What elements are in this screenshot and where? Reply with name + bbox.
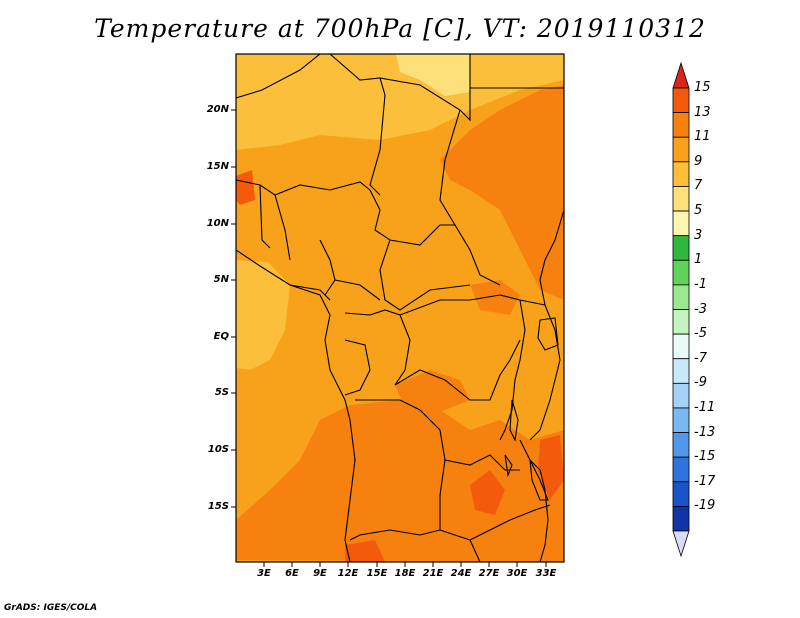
credit-text: GrADS: IGES/COLA xyxy=(4,603,98,613)
country-borders xyxy=(236,54,564,562)
colorbar-cell xyxy=(672,186,690,212)
colorbar-cell xyxy=(672,456,690,483)
lon-label-15e: 15E xyxy=(366,568,388,579)
colorbar-label: 3 xyxy=(694,227,703,243)
lat-label-10n: 10N xyxy=(206,218,229,229)
axis-ticks xyxy=(231,109,547,567)
colorbar-cell xyxy=(672,432,690,458)
colorbar-label: -5 xyxy=(694,326,707,342)
temp-fill-11-13-patch xyxy=(470,280,520,315)
colorbar-cell xyxy=(672,358,690,384)
lon-label-21e: 21E xyxy=(422,568,444,579)
colorbar-label: 7 xyxy=(694,178,703,194)
temp-fill-13-15-c xyxy=(345,540,385,562)
lon-label-3e: 3E xyxy=(257,568,271,579)
colorbar-cell xyxy=(672,235,690,261)
lon-label-24e: 24E xyxy=(450,568,472,579)
colorbar-label: -1 xyxy=(694,276,707,292)
map-frame xyxy=(235,53,565,563)
colorbar-label: -3 xyxy=(694,301,707,317)
page-title: Temperature at 700hPa [C], VT: 201911031… xyxy=(94,14,706,43)
colorbar-label: 5 xyxy=(694,203,703,219)
colorbar-label: -17 xyxy=(694,473,716,489)
colorbar-label: -15 xyxy=(694,449,716,465)
lat-label-10s: 10S xyxy=(207,444,229,455)
temp-fill-11-13-east xyxy=(440,85,564,300)
lat-label-5n: 5N xyxy=(213,274,229,285)
temp-fill-11-13-south xyxy=(236,400,564,562)
colorbar-cell xyxy=(672,161,690,187)
colorbar-cell xyxy=(672,505,690,532)
colorbar-label: 11 xyxy=(694,129,711,145)
lat-label-eq: EQ xyxy=(213,331,229,342)
lat-label-20n: 20N xyxy=(206,104,229,115)
colorbar-label: -11 xyxy=(694,399,716,415)
temp-fill-5-7-sahara xyxy=(396,54,470,96)
colorbar-label: -13 xyxy=(694,424,716,440)
lon-label-6e: 6E xyxy=(285,568,299,579)
lon-label-33e: 33E xyxy=(535,568,557,579)
colorbar-label: 1 xyxy=(694,252,703,268)
colorbar-label: -9 xyxy=(694,375,707,391)
colorbar-cell xyxy=(672,259,690,286)
lon-label-27e: 27E xyxy=(478,568,500,579)
colorbar-cell xyxy=(672,333,690,360)
temp-fill-11-13-central xyxy=(395,370,470,412)
colorbar xyxy=(672,61,690,558)
colorbar-cell xyxy=(672,481,690,507)
temp-fill-13-15-a xyxy=(470,470,505,515)
lon-label-18e: 18E xyxy=(394,568,416,579)
temperature-field xyxy=(236,54,564,562)
colorbar-cell xyxy=(672,407,690,433)
lat-label-15s: 15S xyxy=(207,501,229,512)
colorbar-label: -7 xyxy=(694,350,707,366)
colorbar-label: 13 xyxy=(694,104,711,120)
lat-label-5s: 5S xyxy=(214,387,229,398)
temp-fill-7-9-north xyxy=(236,54,564,150)
colorbar-cell xyxy=(672,309,690,335)
colorbar-cell xyxy=(672,112,690,138)
lon-label-12e: 12E xyxy=(337,568,359,579)
lon-label-9e: 9E xyxy=(313,568,327,579)
colorbar-cell xyxy=(672,284,690,310)
colorbar-label: -19 xyxy=(694,498,716,514)
colorbar-bottom-arrow xyxy=(672,530,690,558)
colorbar-cell xyxy=(672,382,690,409)
temp-fill-13-15-d xyxy=(236,170,255,205)
colorbar-label: 15 xyxy=(694,80,711,95)
colorbar-top-arrow xyxy=(672,61,690,89)
lat-label-15n: 15N xyxy=(206,161,229,172)
lon-label-30e: 30E xyxy=(506,568,528,579)
colorbar-cell xyxy=(672,136,690,163)
colorbar-cell xyxy=(672,210,690,237)
temp-fill-13-15-b xyxy=(538,435,564,500)
colorbar-label: 9 xyxy=(694,153,703,169)
colorbar-cell xyxy=(672,87,690,114)
temp-fill-7-9-coast xyxy=(236,260,290,370)
